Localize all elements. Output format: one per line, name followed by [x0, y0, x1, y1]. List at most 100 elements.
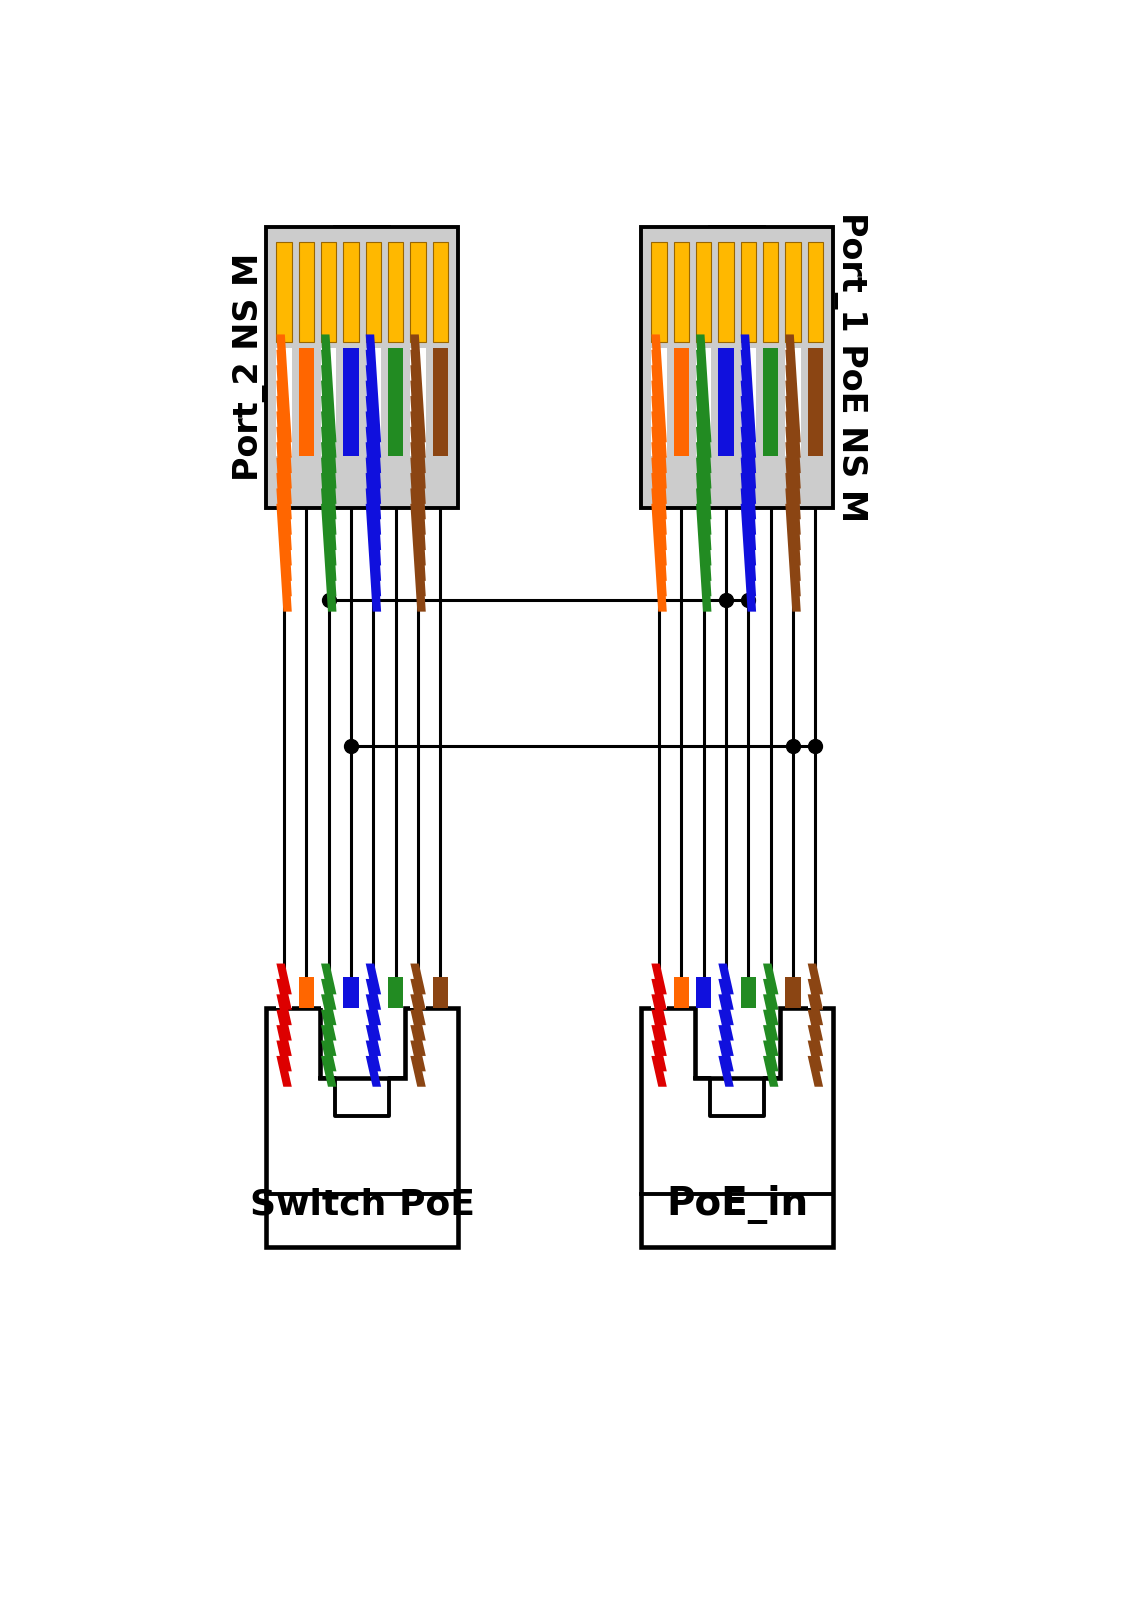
Polygon shape: [763, 1026, 779, 1056]
Bar: [299, 242, 314, 342]
Bar: [276, 978, 292, 1008]
Polygon shape: [321, 1010, 336, 1040]
Polygon shape: [276, 442, 292, 550]
Polygon shape: [276, 504, 292, 611]
Polygon shape: [276, 1056, 292, 1086]
Polygon shape: [321, 963, 336, 994]
Polygon shape: [740, 365, 756, 474]
Bar: [411, 349, 426, 456]
Bar: [266, 227, 458, 507]
Bar: [266, 1008, 458, 1246]
Polygon shape: [786, 381, 800, 488]
Polygon shape: [719, 1026, 734, 1056]
Bar: [696, 978, 711, 1008]
Polygon shape: [696, 427, 711, 534]
Polygon shape: [321, 1026, 336, 1056]
Bar: [321, 349, 336, 456]
Text: Port_1 PoE NS M: Port_1 PoE NS M: [834, 213, 867, 522]
Polygon shape: [786, 397, 800, 504]
Polygon shape: [321, 381, 336, 488]
Polygon shape: [321, 427, 336, 534]
Polygon shape: [411, 365, 426, 474]
Polygon shape: [651, 427, 667, 534]
Bar: [763, 242, 779, 342]
Polygon shape: [763, 1010, 779, 1040]
Polygon shape: [763, 994, 779, 1026]
Bar: [740, 242, 756, 342]
Polygon shape: [366, 334, 381, 442]
Polygon shape: [763, 963, 779, 994]
Bar: [740, 349, 756, 456]
Bar: [808, 349, 823, 456]
Bar: [366, 978, 381, 1008]
Polygon shape: [321, 411, 336, 520]
Polygon shape: [411, 427, 426, 534]
Bar: [696, 349, 711, 456]
Polygon shape: [321, 488, 336, 597]
Polygon shape: [366, 411, 381, 520]
Polygon shape: [786, 458, 800, 565]
Polygon shape: [719, 1010, 734, 1040]
Polygon shape: [366, 365, 381, 474]
Polygon shape: [740, 442, 756, 550]
Polygon shape: [651, 963, 667, 994]
Polygon shape: [366, 442, 381, 550]
Polygon shape: [719, 963, 734, 994]
Bar: [411, 978, 426, 1008]
Polygon shape: [719, 1040, 734, 1072]
Polygon shape: [411, 350, 426, 458]
Polygon shape: [276, 397, 292, 504]
Bar: [719, 242, 734, 342]
Polygon shape: [651, 979, 667, 1010]
Polygon shape: [276, 979, 292, 1010]
Polygon shape: [366, 1056, 381, 1086]
Polygon shape: [276, 334, 292, 442]
Bar: [674, 978, 689, 1008]
Polygon shape: [696, 504, 711, 611]
Polygon shape: [321, 1040, 336, 1072]
Polygon shape: [808, 1026, 823, 1056]
Polygon shape: [808, 963, 823, 994]
Bar: [763, 978, 779, 1008]
Polygon shape: [321, 994, 336, 1026]
Polygon shape: [276, 488, 292, 597]
Polygon shape: [411, 1056, 426, 1086]
Bar: [388, 978, 403, 1008]
Polygon shape: [651, 504, 667, 611]
Polygon shape: [808, 1056, 823, 1086]
Bar: [321, 978, 336, 1008]
Bar: [432, 242, 448, 342]
Polygon shape: [651, 397, 667, 504]
Polygon shape: [740, 397, 756, 504]
Polygon shape: [411, 1026, 426, 1056]
Bar: [651, 978, 667, 1008]
Polygon shape: [366, 1040, 381, 1072]
Bar: [651, 242, 667, 342]
Polygon shape: [411, 963, 426, 994]
Polygon shape: [366, 488, 381, 597]
Bar: [366, 242, 381, 342]
Text: PoE_in: PoE_in: [666, 1186, 808, 1224]
Bar: [710, 227, 764, 250]
Polygon shape: [696, 334, 711, 442]
Polygon shape: [276, 963, 292, 994]
Polygon shape: [696, 488, 711, 597]
Polygon shape: [276, 411, 292, 520]
Polygon shape: [276, 1040, 292, 1072]
Polygon shape: [763, 979, 779, 1010]
Bar: [740, 978, 756, 1008]
Polygon shape: [651, 350, 667, 458]
Polygon shape: [366, 381, 381, 488]
Bar: [321, 242, 336, 342]
Bar: [674, 349, 689, 456]
Polygon shape: [719, 994, 734, 1026]
Polygon shape: [321, 474, 336, 581]
Polygon shape: [696, 381, 711, 488]
Polygon shape: [276, 458, 292, 565]
Text: Switch PoE: Switch PoE: [250, 1187, 474, 1221]
Polygon shape: [786, 474, 800, 581]
Bar: [411, 978, 426, 1008]
Polygon shape: [411, 334, 426, 442]
Bar: [808, 978, 823, 1008]
Polygon shape: [763, 1056, 779, 1086]
